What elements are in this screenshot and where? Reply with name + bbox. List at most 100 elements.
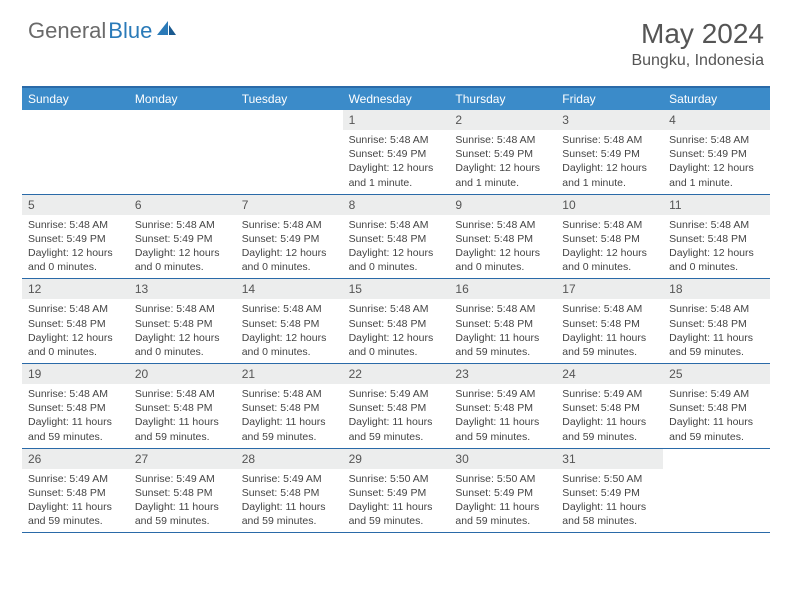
day-cell: 3Sunrise: 5:48 AMSunset: 5:49 PMDaylight… — [556, 110, 663, 194]
day-cell: 6Sunrise: 5:48 AMSunset: 5:49 PMDaylight… — [129, 195, 236, 279]
day-body: Sunrise: 5:48 AMSunset: 5:48 PMDaylight:… — [129, 384, 236, 448]
sunrise-text: Sunrise: 5:48 AM — [349, 302, 444, 316]
daylight-text: Daylight: 12 hours and 1 minute. — [669, 161, 764, 189]
day-number: 10 — [556, 195, 663, 215]
day-body: Sunrise: 5:48 AMSunset: 5:49 PMDaylight:… — [449, 130, 556, 194]
daylight-text: Daylight: 11 hours and 59 minutes. — [669, 331, 764, 359]
day-number: 11 — [663, 195, 770, 215]
day-cell: 30Sunrise: 5:50 AMSunset: 5:49 PMDayligh… — [449, 449, 556, 533]
day-body: Sunrise: 5:48 AMSunset: 5:48 PMDaylight:… — [449, 215, 556, 279]
day-cell: 24Sunrise: 5:49 AMSunset: 5:48 PMDayligh… — [556, 364, 663, 448]
daylight-text: Daylight: 11 hours and 59 minutes. — [242, 500, 337, 528]
sunset-text: Sunset: 5:48 PM — [669, 401, 764, 415]
day-body: Sunrise: 5:48 AMSunset: 5:48 PMDaylight:… — [449, 299, 556, 363]
day-number: 8 — [343, 195, 450, 215]
sunrise-text: Sunrise: 5:50 AM — [455, 472, 550, 486]
sunset-text: Sunset: 5:48 PM — [455, 317, 550, 331]
daylight-text: Daylight: 12 hours and 0 minutes. — [349, 331, 444, 359]
weeks-container: 1Sunrise: 5:48 AMSunset: 5:49 PMDaylight… — [22, 110, 770, 533]
sunset-text: Sunset: 5:48 PM — [135, 317, 230, 331]
sunset-text: Sunset: 5:49 PM — [562, 486, 657, 500]
sunrise-text: Sunrise: 5:49 AM — [135, 472, 230, 486]
daylight-text: Daylight: 12 hours and 1 minute. — [349, 161, 444, 189]
sunset-text: Sunset: 5:48 PM — [28, 317, 123, 331]
day-body: Sunrise: 5:48 AMSunset: 5:48 PMDaylight:… — [663, 299, 770, 363]
week-row: 5Sunrise: 5:48 AMSunset: 5:49 PMDaylight… — [22, 195, 770, 280]
day-cell: 9Sunrise: 5:48 AMSunset: 5:48 PMDaylight… — [449, 195, 556, 279]
day-body: Sunrise: 5:48 AMSunset: 5:48 PMDaylight:… — [22, 384, 129, 448]
sunset-text: Sunset: 5:48 PM — [669, 232, 764, 246]
sunrise-text: Sunrise: 5:48 AM — [669, 133, 764, 147]
sunset-text: Sunset: 5:49 PM — [242, 232, 337, 246]
day-cell: 7Sunrise: 5:48 AMSunset: 5:49 PMDaylight… — [236, 195, 343, 279]
sunset-text: Sunset: 5:48 PM — [242, 401, 337, 415]
sunset-text: Sunset: 5:48 PM — [562, 317, 657, 331]
sunrise-text: Sunrise: 5:48 AM — [562, 133, 657, 147]
daylight-text: Daylight: 12 hours and 0 minutes. — [28, 331, 123, 359]
day-header: Friday — [556, 88, 663, 110]
daylight-text: Daylight: 12 hours and 1 minute. — [455, 161, 550, 189]
day-body: Sunrise: 5:48 AMSunset: 5:49 PMDaylight:… — [343, 130, 450, 194]
calendar: SundayMondayTuesdayWednesdayThursdayFrid… — [22, 86, 770, 533]
sunrise-text: Sunrise: 5:48 AM — [135, 387, 230, 401]
sunset-text: Sunset: 5:48 PM — [242, 486, 337, 500]
sunrise-text: Sunrise: 5:50 AM — [562, 472, 657, 486]
logo-sail-icon — [156, 20, 178, 43]
title-block: May 2024 Bungku, Indonesia — [631, 18, 764, 70]
day-body: Sunrise: 5:49 AMSunset: 5:48 PMDaylight:… — [663, 384, 770, 448]
day-cell: 18Sunrise: 5:48 AMSunset: 5:48 PMDayligh… — [663, 279, 770, 363]
sunset-text: Sunset: 5:48 PM — [28, 401, 123, 415]
day-header: Thursday — [449, 88, 556, 110]
day-number: 30 — [449, 449, 556, 469]
sunrise-text: Sunrise: 5:48 AM — [242, 218, 337, 232]
day-cell: 14Sunrise: 5:48 AMSunset: 5:48 PMDayligh… — [236, 279, 343, 363]
day-number: 1 — [343, 110, 450, 130]
daylight-text: Daylight: 11 hours and 59 minutes. — [135, 500, 230, 528]
daylight-text: Daylight: 11 hours and 59 minutes. — [669, 415, 764, 443]
daylight-text: Daylight: 12 hours and 1 minute. — [562, 161, 657, 189]
day-header: Tuesday — [236, 88, 343, 110]
daylight-text: Daylight: 12 hours and 0 minutes. — [669, 246, 764, 274]
day-cell — [22, 110, 129, 194]
day-cell: 2Sunrise: 5:48 AMSunset: 5:49 PMDaylight… — [449, 110, 556, 194]
day-body: Sunrise: 5:48 AMSunset: 5:49 PMDaylight:… — [129, 215, 236, 279]
day-number: 24 — [556, 364, 663, 384]
day-header: Saturday — [663, 88, 770, 110]
day-body: Sunrise: 5:48 AMSunset: 5:49 PMDaylight:… — [22, 215, 129, 279]
logo-text-blue: Blue — [108, 18, 152, 44]
sunset-text: Sunset: 5:48 PM — [562, 232, 657, 246]
sunset-text: Sunset: 5:49 PM — [562, 147, 657, 161]
day-body: Sunrise: 5:48 AMSunset: 5:48 PMDaylight:… — [22, 299, 129, 363]
daylight-text: Daylight: 11 hours and 59 minutes. — [455, 415, 550, 443]
sunrise-text: Sunrise: 5:49 AM — [562, 387, 657, 401]
sunrise-text: Sunrise: 5:48 AM — [349, 218, 444, 232]
day-body: Sunrise: 5:48 AMSunset: 5:48 PMDaylight:… — [236, 384, 343, 448]
day-number: 7 — [236, 195, 343, 215]
day-body: Sunrise: 5:49 AMSunset: 5:48 PMDaylight:… — [556, 384, 663, 448]
day-body: Sunrise: 5:49 AMSunset: 5:48 PMDaylight:… — [449, 384, 556, 448]
sunset-text: Sunset: 5:48 PM — [349, 401, 444, 415]
daylight-text: Daylight: 12 hours and 0 minutes. — [135, 246, 230, 274]
day-number: 6 — [129, 195, 236, 215]
sunrise-text: Sunrise: 5:48 AM — [242, 387, 337, 401]
day-number: 9 — [449, 195, 556, 215]
sunset-text: Sunset: 5:48 PM — [455, 232, 550, 246]
day-cell: 20Sunrise: 5:48 AMSunset: 5:48 PMDayligh… — [129, 364, 236, 448]
day-body: Sunrise: 5:49 AMSunset: 5:48 PMDaylight:… — [22, 469, 129, 533]
day-cell: 23Sunrise: 5:49 AMSunset: 5:48 PMDayligh… — [449, 364, 556, 448]
sunset-text: Sunset: 5:49 PM — [349, 486, 444, 500]
sunset-text: Sunset: 5:48 PM — [242, 317, 337, 331]
sunset-text: Sunset: 5:49 PM — [135, 232, 230, 246]
sunrise-text: Sunrise: 5:48 AM — [562, 218, 657, 232]
daylight-text: Daylight: 11 hours and 59 minutes. — [349, 415, 444, 443]
day-number: 22 — [343, 364, 450, 384]
day-cell: 16Sunrise: 5:48 AMSunset: 5:48 PMDayligh… — [449, 279, 556, 363]
day-cell — [129, 110, 236, 194]
day-cell: 26Sunrise: 5:49 AMSunset: 5:48 PMDayligh… — [22, 449, 129, 533]
daylight-text: Daylight: 12 hours and 0 minutes. — [28, 246, 123, 274]
day-body: Sunrise: 5:48 AMSunset: 5:48 PMDaylight:… — [129, 299, 236, 363]
sunrise-text: Sunrise: 5:48 AM — [28, 302, 123, 316]
day-number: 29 — [343, 449, 450, 469]
sunrise-text: Sunrise: 5:48 AM — [242, 302, 337, 316]
sunrise-text: Sunrise: 5:48 AM — [562, 302, 657, 316]
